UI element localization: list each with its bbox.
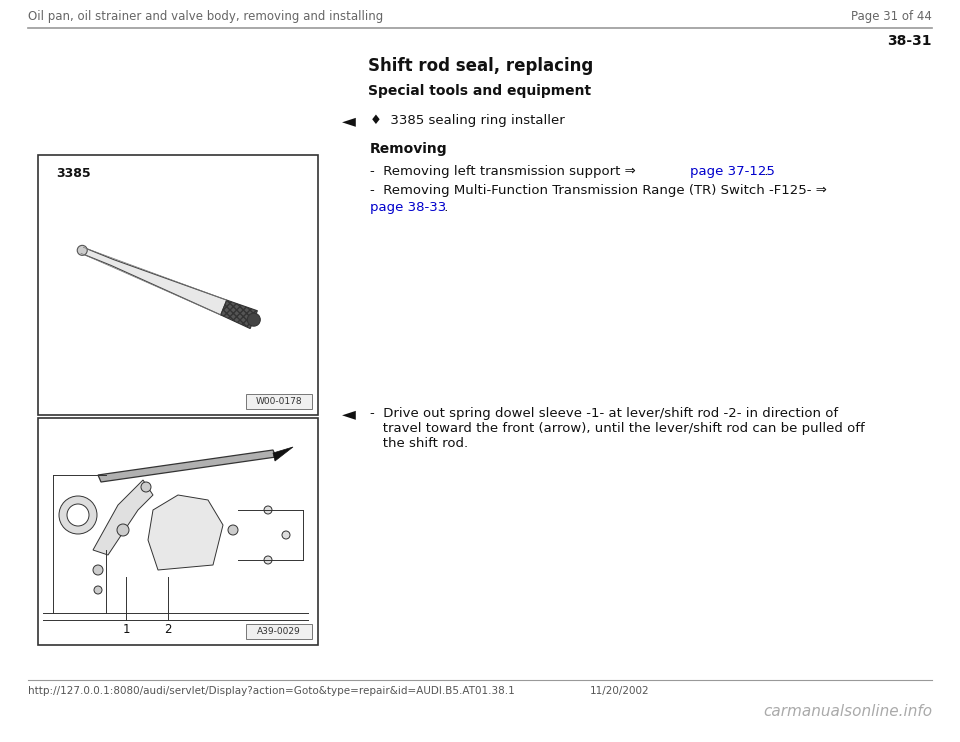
Text: Removing: Removing	[370, 142, 447, 156]
Bar	[246, 624, 312, 639]
Text: http://127.0.0.1:8080/audi/servlet/Display?action=Goto&type=repair&id=AUDI.B5.AT: http://127.0.0.1:8080/audi/servlet/Displ…	[28, 686, 515, 696]
Text: .: .	[440, 201, 448, 214]
Text: .: .	[760, 165, 768, 178]
Polygon shape	[273, 447, 293, 461]
Text: page 37-125: page 37-125	[690, 165, 775, 178]
Text: -  Removing Multi-Function Transmission Range (TR) Switch -F125- ⇒: - Removing Multi-Function Transmission R…	[370, 184, 827, 197]
Ellipse shape	[141, 482, 151, 492]
Ellipse shape	[59, 496, 97, 534]
Text: the shift rod.: the shift rod.	[370, 437, 468, 450]
Text: W00-0178: W00-0178	[255, 397, 302, 406]
Text: ♦  3385 sealing ring installer: ♦ 3385 sealing ring installer	[370, 114, 564, 127]
Text: ◄: ◄	[342, 405, 356, 423]
Text: 2: 2	[164, 623, 172, 636]
Text: A39-0029: A39-0029	[257, 627, 300, 636]
Ellipse shape	[117, 524, 129, 536]
Polygon shape	[98, 450, 276, 482]
Text: ◄: ◄	[342, 112, 356, 130]
Text: 38-31: 38-31	[887, 34, 932, 48]
Ellipse shape	[77, 246, 87, 255]
Ellipse shape	[248, 313, 260, 326]
Polygon shape	[148, 495, 223, 570]
Ellipse shape	[282, 531, 290, 539]
Bar	[38, 418, 318, 645]
Polygon shape	[81, 247, 227, 315]
Text: 3385: 3385	[56, 167, 90, 180]
Polygon shape	[93, 480, 153, 555]
Ellipse shape	[228, 525, 238, 535]
Text: 11/20/2002: 11/20/2002	[590, 686, 650, 696]
Ellipse shape	[197, 534, 209, 546]
Text: -  Removing left transmission support ⇒: - Removing left transmission support ⇒	[370, 165, 640, 178]
Ellipse shape	[93, 565, 103, 575]
Ellipse shape	[264, 556, 272, 564]
Polygon shape	[221, 300, 257, 329]
Text: Shift rod seal, replacing: Shift rod seal, replacing	[368, 57, 593, 75]
Text: travel toward the front (arrow), until the lever/shift rod can be pulled off: travel toward the front (arrow), until t…	[370, 422, 865, 435]
Text: carmanualsonline.info: carmanualsonline.info	[763, 704, 932, 719]
Text: 1: 1	[122, 623, 130, 636]
Text: Oil pan, oil strainer and valve body, removing and installing: Oil pan, oil strainer and valve body, re…	[28, 10, 383, 23]
Text: Page 31 of 44: Page 31 of 44	[852, 10, 932, 23]
Ellipse shape	[264, 506, 272, 514]
Text: -  Drive out spring dowel sleeve -1- at lever/shift rod -2- in direction of: - Drive out spring dowel sleeve -1- at l…	[370, 407, 838, 420]
Bar	[38, 155, 318, 415]
Bar	[246, 394, 312, 409]
Text: page 38-33: page 38-33	[370, 201, 446, 214]
Text: Special tools and equipment: Special tools and equipment	[368, 84, 591, 98]
Ellipse shape	[94, 586, 102, 594]
Ellipse shape	[67, 504, 89, 526]
